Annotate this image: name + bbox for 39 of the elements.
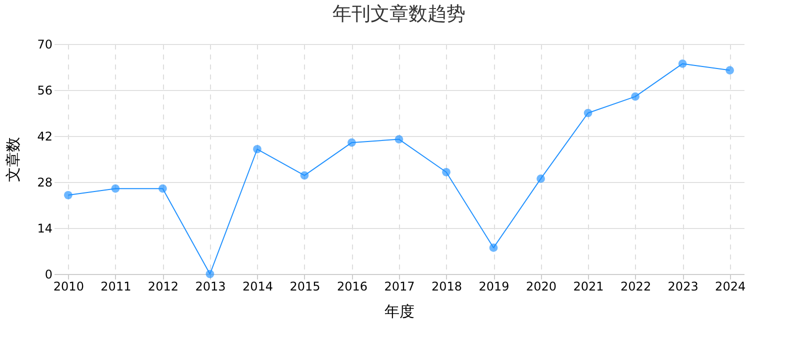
x-tick-label: 2013 <box>195 280 226 294</box>
y-tick-label: 42 <box>37 130 52 144</box>
point <box>442 168 450 176</box>
point <box>489 244 498 252</box>
point <box>206 270 214 278</box>
x-tick-label: 2023 <box>668 280 698 294</box>
point <box>678 60 687 68</box>
y-tick-label: 70 <box>37 38 52 52</box>
x-tick-label: 2016 <box>336 280 368 294</box>
point <box>394 135 404 144</box>
x-tick-label: 2015 <box>290 280 320 294</box>
x-tick-label: 2021 <box>573 280 604 294</box>
x-tick-label: 2012 <box>148 280 178 294</box>
chart-title: 年刊文章数趋势 <box>332 3 466 25</box>
x-tick-label: 2020 <box>526 280 557 294</box>
y-tick-label: 56 <box>37 84 52 98</box>
point <box>158 184 167 193</box>
x-tick-label: 2019 <box>478 280 510 294</box>
y-tick-label: 14 <box>37 222 52 236</box>
point <box>300 171 309 180</box>
point <box>111 184 120 193</box>
point <box>253 144 262 154</box>
point <box>584 108 592 118</box>
x-tick-label: 2017 <box>384 280 415 294</box>
point <box>348 138 356 147</box>
y-tick-label: 0 <box>44 268 52 282</box>
y-axis-title: 文章数 <box>4 137 22 182</box>
point <box>536 174 545 183</box>
x-tick-label: 2022 <box>620 280 652 294</box>
x-axis-title: 年度 <box>384 302 414 320</box>
point <box>726 66 734 74</box>
y-tick-label: 28 <box>37 176 52 190</box>
x-tick-label: 2010 <box>53 280 84 294</box>
point <box>64 190 72 200</box>
x-tick-label: 2014 <box>242 280 273 294</box>
x-tick-label: 2024 <box>715 280 746 294</box>
x-tick-label: 2011 <box>100 280 132 294</box>
point <box>631 92 640 101</box>
x-tick-label: 2018 <box>431 280 462 294</box>
